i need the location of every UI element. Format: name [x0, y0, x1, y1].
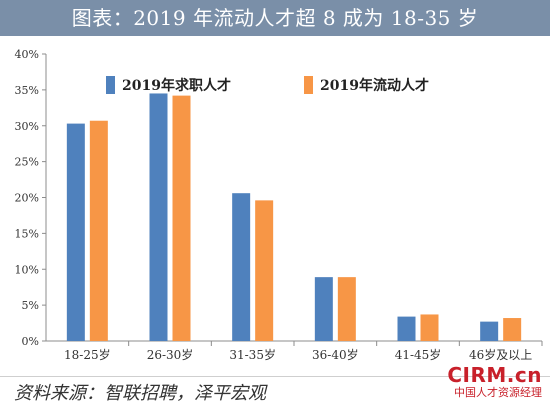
chart-title: 图表：2019 年流动人才超 8 成为 18-35 岁 — [71, 6, 479, 30]
bar-jobseekers — [66, 123, 85, 341]
x-tick-label: 18-25岁 — [64, 347, 111, 362]
y-tick-label: 25% — [15, 156, 39, 169]
watermark-main: CIRM.cn — [447, 363, 542, 387]
legend-label: 2019年求职人才 — [122, 77, 231, 94]
bar-mobile-talent — [172, 95, 191, 341]
bar-mobile-talent — [255, 200, 274, 341]
x-tick-label: 26-30岁 — [147, 347, 194, 362]
y-tick-label: 30% — [15, 120, 39, 133]
bar-jobseekers — [397, 316, 416, 341]
legend-swatch — [304, 76, 313, 94]
bar-jobseekers — [314, 277, 333, 341]
y-tick-label: 5% — [22, 299, 39, 312]
x-tick-label: 46岁及以上 — [469, 347, 532, 362]
bar-mobile-talent — [337, 277, 356, 341]
legend-label: 2019年流动人才 — [320, 77, 429, 94]
y-tick-label: 40% — [15, 48, 39, 61]
y-tick-label: 15% — [15, 227, 39, 240]
bar-mobile-talent — [420, 314, 439, 341]
watermark-sub: 中国人才资源经理 — [454, 386, 542, 399]
y-tick-label: 0% — [22, 335, 39, 348]
y-tick-label: 10% — [15, 263, 39, 276]
y-tick-label: 35% — [15, 84, 39, 97]
y-tick-label: 20% — [15, 192, 39, 205]
x-tick-label: 31-35岁 — [229, 347, 276, 362]
bar-jobseekers — [480, 321, 499, 341]
title-bar — [0, 0, 550, 36]
x-tick-label: 41-45岁 — [395, 347, 442, 362]
source-note: 资料来源：智联招聘，泽平宏观 — [14, 383, 266, 404]
bar-mobile-talent — [89, 120, 108, 341]
bar-mobile-talent — [503, 318, 522, 341]
source-divider — [0, 376, 550, 377]
x-tick-label: 36-40岁 — [312, 347, 359, 362]
legend-swatch — [106, 76, 115, 94]
bar-chart: 0% 5% 10% 15% 20% 25% 30% 35% 40% 18-25岁 26-30岁 31-… — [15, 48, 543, 362]
bar-jobseekers — [149, 93, 168, 342]
bar-jobseekers — [232, 193, 251, 341]
watermark-logo: CIRM.cn 中国人才资源经理 — [447, 364, 542, 399]
